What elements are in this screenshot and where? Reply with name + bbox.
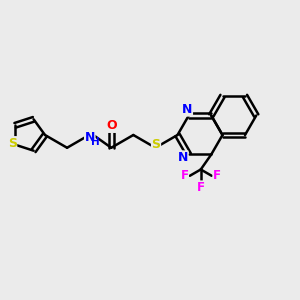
Text: F: F bbox=[180, 169, 188, 182]
Text: F: F bbox=[213, 169, 221, 182]
Text: N: N bbox=[182, 103, 192, 116]
Text: S: S bbox=[152, 138, 160, 151]
Text: F: F bbox=[197, 181, 205, 194]
Text: N: N bbox=[178, 151, 188, 164]
Text: O: O bbox=[106, 119, 117, 132]
Text: H: H bbox=[92, 136, 100, 147]
Text: N: N bbox=[85, 131, 95, 144]
Text: S: S bbox=[8, 137, 17, 150]
